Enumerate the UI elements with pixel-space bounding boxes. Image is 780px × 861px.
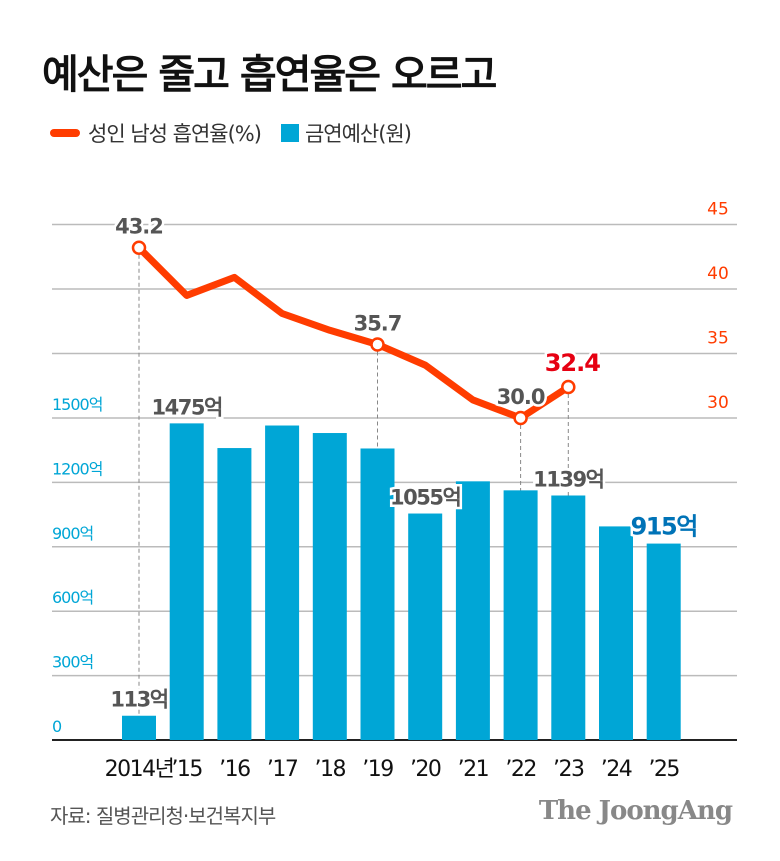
x-tick-label: ’23 xyxy=(553,757,584,782)
right-tick-label: 40 xyxy=(707,264,729,284)
legend-bar-swatch xyxy=(280,124,299,142)
left-tick-label: 1500억 xyxy=(52,395,102,414)
bar xyxy=(551,495,586,740)
bar-data-label: 1055억 xyxy=(390,486,460,510)
logo: The JoongAng xyxy=(538,796,733,826)
bar-data-label: 113억 xyxy=(110,688,167,712)
x-tick-label: ’24 xyxy=(601,757,632,782)
bar xyxy=(312,433,347,740)
left-tick-label: 900억 xyxy=(52,524,93,543)
bar-data-label: 1475억 xyxy=(152,395,222,419)
x-tick-label: 2014년 xyxy=(105,757,174,782)
left-tick-label: 300억 xyxy=(52,653,93,672)
bar xyxy=(646,543,681,740)
line-point xyxy=(561,379,576,395)
left-tick-label: 1200억 xyxy=(52,459,102,478)
x-tick-label: ’21 xyxy=(458,757,489,782)
bar xyxy=(408,513,443,740)
line-data-label: 32.4 xyxy=(545,349,601,377)
right-tick-label: 45 xyxy=(707,200,729,220)
line-data-label: 30.0 xyxy=(497,385,545,409)
bar xyxy=(599,526,633,740)
bar xyxy=(217,448,252,740)
line-point xyxy=(370,337,385,352)
bar xyxy=(360,448,395,740)
line-point xyxy=(131,240,147,255)
right-tick-label: 35 xyxy=(707,329,729,349)
legend: 성인 남성 흡연율(%) 금연예산(원) xyxy=(50,118,412,148)
line-data-label: 35.7 xyxy=(354,311,402,335)
bar xyxy=(169,423,204,740)
x-tick-label: ’25 xyxy=(648,757,679,782)
rate-line xyxy=(135,244,572,422)
left-tick-label: 600억 xyxy=(52,588,93,607)
x-tick-label: ’22 xyxy=(505,757,536,782)
bar xyxy=(503,490,538,740)
x-tick-label: ’20 xyxy=(410,757,441,782)
line-point xyxy=(513,410,528,426)
x-tick-label: ’15 xyxy=(171,757,202,782)
left-tick-label: 0 xyxy=(52,717,62,736)
right-tick-label: 30 xyxy=(707,393,729,413)
x-tick-label: ’19 xyxy=(362,757,393,782)
bar-data-label: 1139억 xyxy=(533,467,603,491)
x-tick-label: ’18 xyxy=(315,757,346,782)
bar xyxy=(122,715,156,740)
bar xyxy=(455,481,490,740)
bar-data-label: 915억 xyxy=(631,513,697,541)
line-data-label: 43.2 xyxy=(115,215,163,239)
legend-line-label: 성인 남성 흡연율(%) xyxy=(88,122,262,146)
legend-line-swatch xyxy=(50,129,80,137)
legend-bar-label: 금연예산(원) xyxy=(304,122,412,146)
chart-title: 예산은 줄고 흡연율은 오르고 xyxy=(42,52,497,98)
bar xyxy=(265,425,300,740)
source: 자료: 질병관리청·보건복지부 xyxy=(50,804,276,828)
x-tick-label: ’17 xyxy=(267,757,298,782)
x-tick-label: ’16 xyxy=(219,757,250,782)
